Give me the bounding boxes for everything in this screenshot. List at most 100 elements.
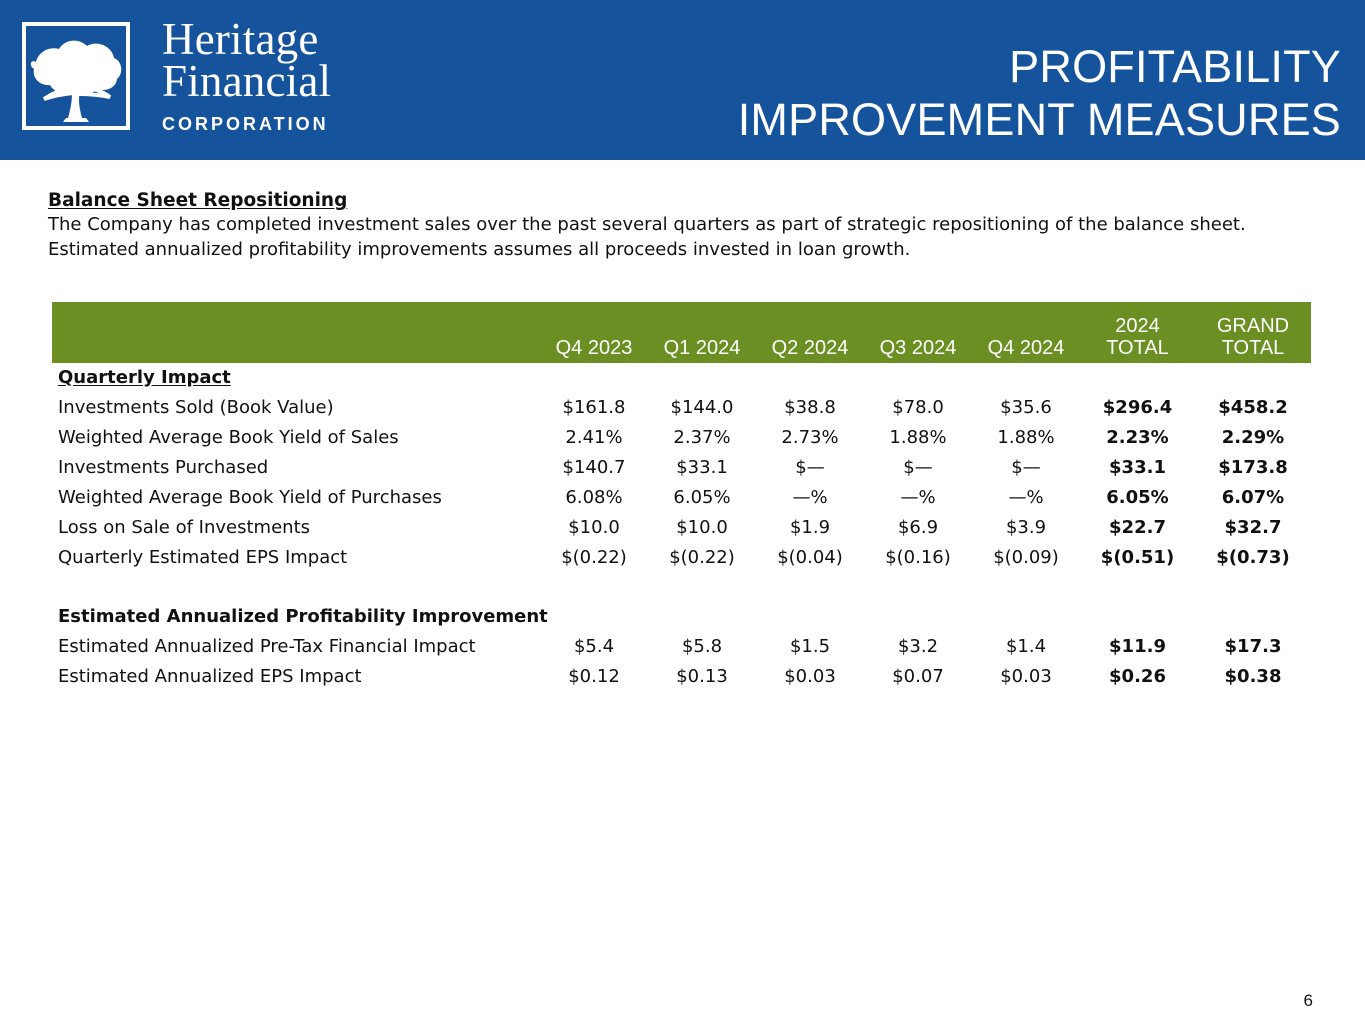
section-title: Balance Sheet Repositioning bbox=[48, 190, 348, 211]
row-label: Weighted Average Book Yield of Sales bbox=[58, 427, 399, 448]
quarterly-impact-heading: Quarterly Impact bbox=[52, 363, 1311, 393]
table-row: Estimated Annualized Pre-Tax Financial I… bbox=[52, 632, 1311, 662]
table-header-2024-total: 2024 TOTAL bbox=[1080, 302, 1195, 363]
table-cell-grand-total: $32.7 bbox=[1224, 517, 1282, 538]
table-cell: $0.03 bbox=[1000, 666, 1052, 687]
header-line: Q2 2024 bbox=[771, 337, 849, 359]
page-title-line-2: IMPROVEMENT MEASURES bbox=[737, 94, 1341, 145]
table-header-q3-2024: Q3 2024 bbox=[864, 302, 972, 363]
table-cell: 6.08% bbox=[565, 487, 623, 508]
table-cell-total: $11.9 bbox=[1109, 636, 1166, 657]
table-cell: $78.0 bbox=[892, 397, 944, 418]
row-label: Investments Sold (Book Value) bbox=[58, 397, 334, 418]
table-cell: 1.88% bbox=[889, 427, 947, 448]
description-line-2: Estimated annualized profitability impro… bbox=[48, 239, 911, 260]
header-line: GRAND bbox=[1216, 315, 1290, 337]
slide-header: Heritage Financial CORPORATION PROFITABI… bbox=[0, 0, 1365, 160]
section-description: The Company has completed investment sal… bbox=[48, 212, 1318, 262]
table-cell: $(0.16) bbox=[885, 547, 951, 568]
table-header-q2-2024: Q2 2024 bbox=[756, 302, 864, 363]
annualized-heading: Estimated Annualized Profitability Impro… bbox=[58, 606, 548, 627]
table-cell: $(0.22) bbox=[669, 547, 735, 568]
table-cell: $0.07 bbox=[892, 666, 944, 687]
table-cell: —% bbox=[792, 487, 828, 508]
table-row: Weighted Average Book Yield of Purchases… bbox=[52, 483, 1311, 513]
table-cell-total: $22.7 bbox=[1109, 517, 1166, 538]
page-title-line-1: PROFITABILITY bbox=[1009, 41, 1341, 92]
row-label: Quarterly Estimated EPS Impact bbox=[58, 547, 348, 568]
table-cell-grand-total: $17.3 bbox=[1224, 636, 1282, 657]
table-header-row: Q4 2023 Q1 2024 Q2 2024 Q3 2024 bbox=[52, 302, 1311, 363]
quarterly-impact-heading-text: Quarterly Impact bbox=[58, 367, 231, 388]
table-spacer-cell bbox=[52, 573, 1311, 602]
table-cell: $3.2 bbox=[897, 636, 939, 657]
table-cell: $140.7 bbox=[562, 457, 626, 478]
table-cell: $1.4 bbox=[1005, 636, 1047, 657]
table-row: Estimated Annualized EPS Impact $0.12 $0… bbox=[52, 662, 1311, 692]
table-cell: —% bbox=[900, 487, 936, 508]
row-label: Loss on Sale of Investments bbox=[58, 517, 310, 538]
table-cell: 2.73% bbox=[781, 427, 839, 448]
table-cell: 2.37% bbox=[673, 427, 731, 448]
table-cell: $5.8 bbox=[681, 636, 723, 657]
profitability-table-wrapper: Q4 2023 Q1 2024 Q2 2024 Q3 2024 bbox=[52, 302, 1311, 692]
table-cell-grand-total: 6.07% bbox=[1221, 487, 1285, 508]
row-label: Weighted Average Book Yield of Purchases bbox=[58, 487, 442, 508]
tree-logo-icon bbox=[22, 22, 130, 130]
header-line: TOTAL bbox=[1106, 337, 1169, 359]
table-cell: 2.41% bbox=[565, 427, 623, 448]
table-header-q1-2024: Q1 2024 bbox=[648, 302, 756, 363]
table-cell: $(0.09) bbox=[993, 547, 1059, 568]
table-cell: $3.9 bbox=[1005, 517, 1047, 538]
table-row: Quarterly Estimated EPS Impact $(0.22) $… bbox=[52, 543, 1311, 573]
table-spacer-row bbox=[52, 573, 1311, 602]
table-cell-grand-total: 2.29% bbox=[1221, 427, 1285, 448]
table-cell-grand-total: $173.8 bbox=[1218, 457, 1288, 478]
logo-name-line-1: Heritage bbox=[162, 14, 319, 64]
table-cell: $— bbox=[795, 457, 825, 478]
quarterly-impact-heading-row: Quarterly Impact bbox=[52, 363, 1311, 393]
table-cell-total: $33.1 bbox=[1109, 457, 1166, 478]
annualized-heading-row: Estimated Annualized Profitability Impro… bbox=[52, 602, 1311, 632]
table-cell: $0.13 bbox=[676, 666, 728, 687]
header-line: Q3 2024 bbox=[879, 337, 957, 359]
table-cell: $0.03 bbox=[784, 666, 836, 687]
intro-section: Balance Sheet Repositioning The Company … bbox=[48, 189, 1318, 262]
table-cell-grand-total: $(0.73) bbox=[1216, 547, 1290, 568]
table-header-q4-2023: Q4 2023 bbox=[540, 302, 648, 363]
description-line-1: The Company has completed investment sal… bbox=[48, 214, 1246, 235]
table-cell: $1.9 bbox=[789, 517, 831, 538]
profitability-table: Q4 2023 Q1 2024 Q2 2024 Q3 2024 bbox=[52, 302, 1311, 692]
table-cell: $33.1 bbox=[676, 457, 728, 478]
table-cell: $144.0 bbox=[670, 397, 734, 418]
page-title: PROFITABILITY IMPROVEMENT MEASURES bbox=[721, 40, 1341, 146]
table-cell: $(0.04) bbox=[777, 547, 843, 568]
header-line: 2024 bbox=[1115, 315, 1160, 337]
table-header-empty bbox=[52, 302, 540, 363]
table-cell: 1.88% bbox=[997, 427, 1055, 448]
company-logo-text: Heritage Financial CORPORATION bbox=[162, 14, 332, 135]
table-cell: $10.0 bbox=[676, 517, 728, 538]
table-cell: $5.4 bbox=[573, 636, 615, 657]
table-cell: —% bbox=[1008, 487, 1044, 508]
table-cell: $10.0 bbox=[568, 517, 620, 538]
row-label: Estimated Annualized EPS Impact bbox=[58, 666, 362, 687]
row-label: Investments Purchased bbox=[58, 457, 269, 478]
table-row: Investments Purchased $140.7 $33.1 $— $—… bbox=[52, 453, 1311, 483]
table-cell-total: $(0.51) bbox=[1100, 547, 1175, 568]
table-cell: $— bbox=[903, 457, 933, 478]
table-cell: $38.8 bbox=[784, 397, 836, 418]
table-cell-total: $0.26 bbox=[1109, 666, 1166, 687]
table-cell: $161.8 bbox=[562, 397, 626, 418]
table-row: Weighted Average Book Yield of Sales 2.4… bbox=[52, 423, 1311, 453]
table-cell: $35.6 bbox=[1000, 397, 1052, 418]
table-cell: $(0.22) bbox=[561, 547, 627, 568]
table-cell-total: 2.23% bbox=[1106, 427, 1169, 448]
header-line: Q1 2024 bbox=[663, 337, 741, 359]
logo-name-line-2: Financial bbox=[162, 56, 332, 106]
table-cell-grand-total: $458.2 bbox=[1218, 397, 1288, 418]
row-label: Estimated Annualized Pre-Tax Financial I… bbox=[58, 636, 476, 657]
table-row: Loss on Sale of Investments $10.0 $10.0 … bbox=[52, 513, 1311, 543]
table-header-q4-2024: Q4 2024 bbox=[972, 302, 1080, 363]
